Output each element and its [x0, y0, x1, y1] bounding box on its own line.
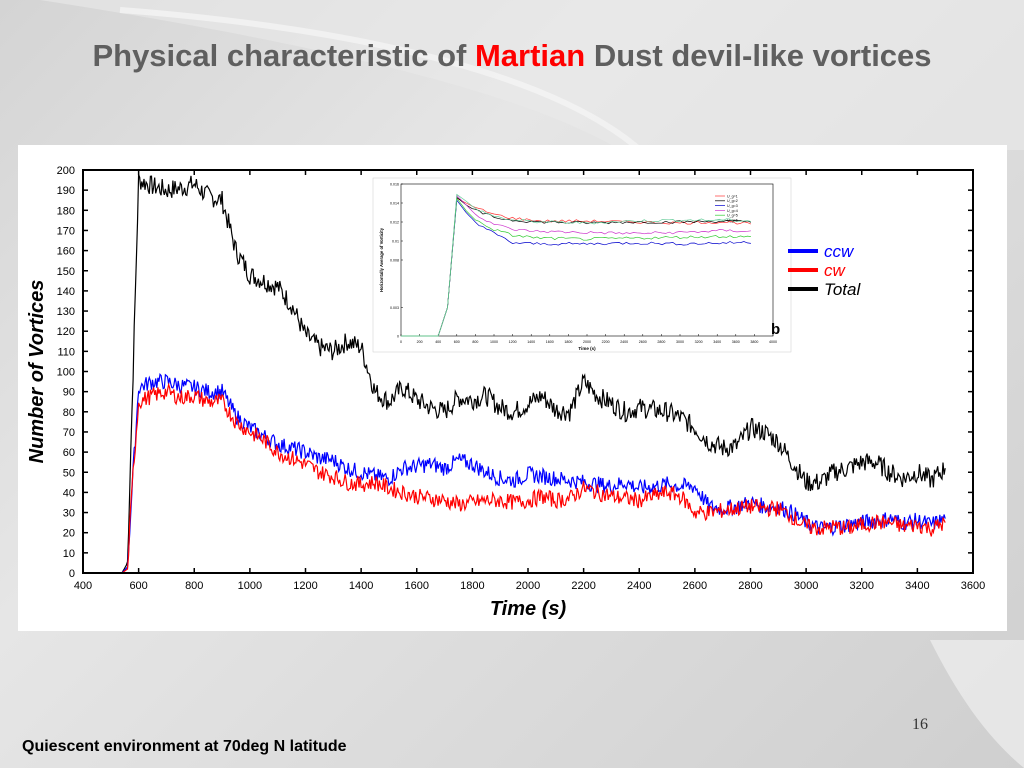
y-axis-label: Number of Vortices	[26, 280, 48, 464]
inset-x-tick-label: 800	[472, 340, 478, 344]
x-tick-label: 1400	[349, 580, 373, 592]
y-tick-label: 190	[57, 185, 75, 197]
inset-x-tick-label: 1000	[490, 340, 498, 344]
inset-y-tick-label: 0.014	[390, 202, 399, 206]
inset-x-tick-label: 0	[400, 340, 402, 344]
y-tick-label: 80	[63, 407, 75, 419]
page-number: 16	[912, 716, 928, 733]
x-tick-label: 3600	[961, 580, 985, 592]
inset-x-tick-label: 2200	[602, 340, 610, 344]
title-prefix: Physical characteristic of	[92, 38, 475, 73]
x-tick-label: 3400	[905, 580, 929, 592]
title-suffix: Dust devil-like vortices	[585, 38, 932, 73]
legend-label-cw: cw	[824, 261, 847, 280]
y-tick-label: 30	[63, 508, 75, 520]
inset-y-axis-label: Horizontally Average of Vorticity	[379, 227, 384, 292]
series-line-total	[105, 174, 946, 574]
inset-legend-label: U_g=1	[727, 194, 738, 198]
y-tick-label: 130	[57, 306, 75, 318]
inset-panel-label: b	[771, 321, 780, 338]
x-tick-label: 2400	[627, 580, 651, 592]
inset-x-tick-label: 2000	[583, 340, 591, 344]
y-tick-label: 0	[69, 568, 75, 580]
inset-x-tick-label: 1400	[527, 340, 535, 344]
slide-title: Physical characteristic of Martian Dust …	[0, 38, 1024, 74]
y-tick-label: 10	[63, 548, 75, 560]
inset-y-tick-label: 0.01	[392, 240, 399, 244]
inset-y-tick-label: 0.012	[390, 221, 399, 225]
inset-x-tick-label: 3200	[695, 340, 703, 344]
inset-x-tick-label: 3800	[750, 340, 758, 344]
y-tick-label: 180	[57, 205, 75, 217]
inset-y-tick-label: 0.016	[390, 183, 399, 187]
inset-x-tick-label: 1200	[509, 340, 517, 344]
x-tick-label: 800	[185, 580, 203, 592]
inset-legend-label: U_g=3	[727, 204, 738, 208]
inset-y-tick-label: 0.003	[390, 306, 399, 310]
x-tick-label: 2000	[516, 580, 540, 592]
inset-x-tick-label: 2800	[657, 340, 665, 344]
inset-legend-label: U_g=5	[727, 214, 738, 218]
inset-series-line	[401, 197, 752, 337]
inset-series-line	[401, 194, 751, 337]
y-tick-label: 70	[63, 427, 75, 439]
inset-x-tick-label: 2600	[639, 340, 647, 344]
inset-series-line	[401, 196, 752, 337]
y-tick-label: 50	[63, 467, 75, 479]
x-tick-label: 600	[129, 580, 147, 592]
inset-x-tick-label: 200	[417, 340, 423, 344]
legend-label-ccw: ccw	[824, 242, 855, 261]
inset-x-tick-label: 2400	[620, 340, 628, 344]
series-line-cw	[105, 382, 946, 574]
inset-series-line	[401, 193, 751, 337]
inset-x-tick-label: 3600	[732, 340, 740, 344]
y-tick-label: 90	[63, 387, 75, 399]
y-tick-label: 160	[57, 246, 75, 258]
y-tick-label: 40	[63, 487, 75, 499]
x-tick-label: 3200	[850, 580, 874, 592]
inset-x-tick-label: 400	[435, 340, 441, 344]
y-tick-label: 140	[57, 286, 75, 298]
x-tick-label: 3000	[794, 580, 818, 592]
y-tick-label: 150	[57, 266, 75, 278]
inset-legend-label: U_g=4	[727, 209, 738, 213]
inset-y-tick-label: 0.008	[390, 259, 399, 263]
inset-series-line	[401, 197, 751, 337]
inset-x-tick-label: 3000	[676, 340, 684, 344]
series-line-ccw	[105, 372, 946, 574]
x-tick-label: 2800	[738, 580, 762, 592]
inset-x-axis-label: Time (s)	[578, 346, 596, 351]
x-tick-label: 1000	[238, 580, 262, 592]
x-axis-label: Time (s)	[490, 598, 567, 620]
y-tick-label: 170	[57, 225, 75, 237]
vortex-count-chart: 0 10 20 30 40 50 60 70 80 90 100 110 120 130 140 150 160…	[26, 165, 985, 620]
inset-x-tick-label: 3400	[713, 340, 721, 344]
y-tick-label: 110	[57, 346, 75, 358]
y-tick-label: 60	[63, 447, 75, 459]
inset-series-line	[401, 199, 751, 337]
inset-x-tick-label: 1600	[546, 340, 554, 344]
y-tick-label: 20	[63, 528, 75, 540]
inset-x-tick-label: 4000	[769, 340, 777, 344]
inset-y-tick-label: 0	[397, 335, 399, 339]
figure-panel: 0 10 20 30 40 50 60 70 80 90 100 110 120 130 140 150 160…	[18, 145, 1007, 631]
x-tick-label: 2600	[683, 580, 707, 592]
y-tick-label: 100	[57, 367, 75, 379]
footer-caption: Quiescent environment at 70deg N latitud…	[22, 738, 347, 755]
inset-x-tick-label: 1800	[564, 340, 572, 344]
x-tick-label: 400	[74, 580, 92, 592]
x-tick-label: 1800	[460, 580, 484, 592]
y-tick-label: 200	[57, 165, 75, 177]
x-tick-label: 2200	[571, 580, 595, 592]
title-highlight: Martian	[474, 38, 586, 73]
inset-legend-label: U_g=2	[727, 199, 738, 203]
inset-x-tick-label: 600	[454, 340, 460, 344]
inset-legend-label: U_g=6	[727, 218, 738, 222]
x-tick-label: 1200	[293, 580, 317, 592]
x-tick-label: 1600	[405, 580, 429, 592]
legend-label-total: Total	[824, 280, 861, 299]
y-tick-label: 120	[57, 326, 75, 338]
